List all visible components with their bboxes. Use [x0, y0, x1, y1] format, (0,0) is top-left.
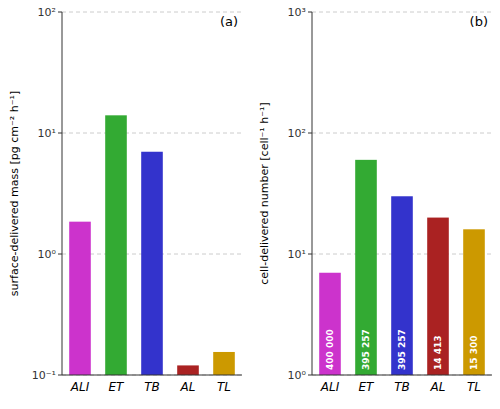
x-tick-label: TL — [467, 380, 481, 394]
x-tick-label: TB — [394, 380, 410, 394]
y-tick-label: 10⁰ — [288, 369, 307, 382]
y-tick-label: 10² — [38, 6, 56, 19]
x-tick-label: ET — [109, 380, 126, 394]
bars — [319, 160, 485, 375]
bar-annotation: 395 257 — [361, 329, 371, 370]
panel: 400 000 395 257 395 257 14 413 15 300 10⁰ 10¹ 1… — [258, 6, 493, 395]
bar — [141, 152, 163, 375]
grid-line — [62, 375, 242, 376]
bar — [177, 365, 199, 375]
y-tick — [308, 375, 312, 376]
bar — [355, 160, 377, 375]
bar — [69, 222, 91, 375]
y-tick — [308, 12, 312, 13]
y-axis-line — [312, 12, 313, 375]
x-tick-label: AL — [180, 380, 196, 394]
x-tick-label: ET — [359, 380, 376, 394]
y-tick-label: 10¹ — [38, 127, 56, 140]
bar — [105, 115, 127, 375]
x-tick-label: TL — [217, 380, 231, 394]
bar — [213, 352, 235, 375]
x-tick-label: ALI — [320, 380, 340, 394]
bar — [463, 229, 485, 375]
panel-label: (a) — [220, 14, 238, 29]
x-tick-label: AL — [430, 380, 446, 394]
y-tick-label: 10⁻¹ — [32, 369, 56, 382]
bar-annotation: 400 000 — [325, 329, 335, 370]
grid-line — [312, 133, 492, 134]
panel-label: (b) — [470, 14, 488, 29]
y-axis-label: surface-delivered mass [pg cm⁻² h⁻¹] — [8, 91, 21, 296]
y-tick-label: 10⁰ — [38, 248, 57, 261]
bars — [69, 115, 235, 375]
y-tick — [308, 133, 312, 134]
bar-annotation: 15 300 — [469, 336, 479, 370]
grid-line — [62, 12, 242, 13]
bar — [427, 218, 449, 375]
x-axis-line — [62, 375, 242, 376]
grid-line — [62, 133, 242, 134]
bar-annotation: 14 413 — [433, 336, 443, 370]
y-tick-label: 10² — [288, 127, 306, 140]
figure: 10⁻¹ 10⁰ 10¹ 10² ALI ET TB AL TL surface-delivere… — [0, 0, 500, 409]
x-axis-line — [312, 375, 492, 376]
bar — [391, 196, 413, 375]
bar — [319, 273, 341, 375]
panel: 10⁻¹ 10⁰ 10¹ 10² ALI ET TB AL TL surface-delivere… — [8, 6, 243, 395]
y-tick — [58, 12, 62, 13]
y-tick-label: 10³ — [288, 6, 306, 19]
y-tick — [58, 133, 62, 134]
y-tick — [58, 375, 62, 376]
x-tick-label: TB — [144, 380, 160, 394]
x-tick-label: ALI — [70, 380, 90, 394]
y-tick-label: 10¹ — [288, 248, 306, 261]
y-tick — [308, 254, 312, 255]
grid-line — [312, 375, 492, 376]
bar-annotation: 395 257 — [397, 329, 407, 370]
y-axis-line — [62, 12, 63, 375]
grid-line — [312, 12, 492, 13]
y-axis-label: cell-delivered number [cell⁻¹ h⁻¹] — [258, 102, 271, 284]
y-tick — [58, 254, 62, 255]
